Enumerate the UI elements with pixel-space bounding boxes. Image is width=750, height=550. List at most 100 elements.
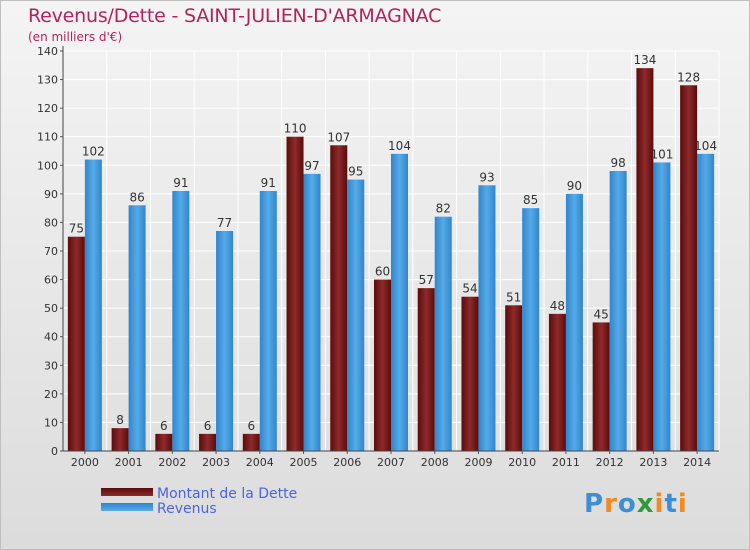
data-label-revenue: 104 bbox=[388, 139, 411, 153]
axes: 0 10 20 30 40 50 60 70 80 90 100 110 120 130 140 2000 20… bbox=[37, 45, 719, 469]
bar-revenue bbox=[653, 162, 671, 451]
chart-title: Revenus/Dette - SAINT-JULIEN-D'ARMAGNAC bbox=[28, 5, 442, 27]
y-tick-label: 130 bbox=[37, 74, 58, 87]
x-tick-label: 2005 bbox=[290, 456, 318, 469]
bar-debt bbox=[199, 433, 217, 451]
y-tick-label: 40 bbox=[44, 331, 58, 344]
data-label-debt: 107 bbox=[327, 130, 350, 144]
bar-revenue bbox=[391, 153, 408, 451]
data-label-debt: 57 bbox=[419, 273, 434, 287]
bar-debt bbox=[242, 433, 260, 451]
bar-revenue bbox=[172, 191, 190, 451]
x-tick-label: 2006 bbox=[333, 456, 361, 469]
y-tick-label: 60 bbox=[44, 274, 58, 287]
logo-letter: P bbox=[584, 489, 605, 519]
data-label-debt: 6 bbox=[160, 419, 168, 433]
x-tick-label: 2013 bbox=[639, 456, 667, 469]
bar-revenue bbox=[609, 171, 627, 451]
x-tick-label: 2014 bbox=[683, 456, 711, 469]
legend-swatch-debt bbox=[101, 488, 153, 496]
data-label-revenue: 101 bbox=[650, 147, 673, 161]
chart-subtitle: (en milliers d'€) bbox=[28, 30, 123, 44]
data-label-revenue: 86 bbox=[129, 190, 144, 204]
x-tick-label: 2011 bbox=[552, 456, 580, 469]
y-tick-label: 80 bbox=[44, 216, 58, 229]
bar-revenue bbox=[216, 231, 234, 451]
data-label-debt: 51 bbox=[506, 290, 521, 304]
x-tick-label: 2002 bbox=[158, 456, 186, 469]
logo-letter: t bbox=[664, 489, 678, 519]
data-label-debt: 48 bbox=[550, 299, 565, 313]
data-label-revenue: 90 bbox=[567, 179, 582, 193]
logo-letter: r bbox=[604, 489, 618, 519]
data-label-revenue: 104 bbox=[694, 139, 717, 153]
y-tick-label: 70 bbox=[44, 245, 58, 258]
bar-revenue bbox=[697, 153, 715, 451]
x-tick-label: 2003 bbox=[202, 456, 230, 469]
bar-debt bbox=[548, 313, 566, 451]
data-label-revenue: 93 bbox=[479, 170, 494, 184]
bar-revenue bbox=[565, 193, 583, 451]
data-label-revenue: 91 bbox=[261, 176, 276, 190]
data-label-debt: 6 bbox=[247, 419, 255, 433]
data-labels: 75 102 8 86 6 91 6 77 6 91 110 97 107 95 60 104 57 82 54 93… bbox=[69, 53, 717, 433]
y-tick-label: 140 bbox=[37, 45, 58, 58]
bar-debt bbox=[111, 428, 129, 451]
y-tick-label: 120 bbox=[37, 102, 58, 115]
legend-swatch-revenue bbox=[101, 503, 153, 511]
x-tick-label: 2000 bbox=[71, 456, 99, 469]
data-label-debt: 110 bbox=[284, 122, 307, 136]
bar-debt bbox=[374, 279, 391, 451]
bar-revenue bbox=[303, 173, 321, 451]
data-label-debt: 60 bbox=[375, 265, 390, 279]
bar-debt bbox=[67, 236, 85, 451]
x-tick-label: 2012 bbox=[596, 456, 624, 469]
bar-debt bbox=[636, 68, 654, 452]
bar-debt bbox=[155, 433, 173, 451]
y-tick-label: 90 bbox=[44, 188, 58, 201]
y-tick-label: 110 bbox=[37, 131, 58, 144]
x-tick-label: 2001 bbox=[115, 456, 143, 469]
bar-revenue bbox=[478, 185, 496, 452]
bar-debt bbox=[417, 288, 435, 451]
bar-debt bbox=[330, 145, 348, 452]
data-label-revenue: 77 bbox=[217, 216, 232, 230]
data-label-revenue: 82 bbox=[436, 202, 451, 216]
data-label-revenue: 102 bbox=[82, 145, 105, 159]
logo-letter: x bbox=[636, 489, 655, 519]
x-tick-label: 2008 bbox=[421, 456, 449, 469]
data-label-debt: 134 bbox=[633, 53, 656, 67]
logo-letter: i bbox=[654, 489, 665, 519]
y-tick-label: 100 bbox=[37, 159, 58, 172]
legend-label-debt: Montant de la Dette bbox=[157, 486, 298, 502]
bar-revenue bbox=[259, 191, 277, 451]
bar-debt bbox=[592, 322, 610, 451]
data-label-debt: 75 bbox=[69, 222, 84, 236]
legend-label-revenue: Revenus bbox=[157, 501, 217, 517]
y-tick-label: 50 bbox=[44, 302, 58, 315]
proxiti-logo: Proxiti bbox=[584, 489, 688, 519]
x-tick-label: 2004 bbox=[246, 456, 274, 469]
data-label-revenue: 95 bbox=[348, 165, 363, 179]
bars bbox=[67, 68, 715, 452]
y-tick-label: 0 bbox=[51, 445, 58, 458]
bar-debt bbox=[286, 136, 304, 451]
bar-revenue bbox=[522, 208, 540, 451]
data-label-revenue: 91 bbox=[173, 176, 188, 190]
bar-debt bbox=[505, 305, 523, 451]
logo-letter: o bbox=[617, 489, 637, 519]
logo-letter: i bbox=[677, 489, 688, 519]
x-tick-label: 2009 bbox=[464, 456, 492, 469]
data-label-revenue: 85 bbox=[523, 193, 538, 207]
data-label-debt: 128 bbox=[677, 70, 700, 84]
y-tick-label: 10 bbox=[44, 416, 58, 429]
y-tick-label: 20 bbox=[44, 388, 58, 401]
data-label-revenue: 98 bbox=[611, 156, 626, 170]
bar-revenue bbox=[434, 216, 452, 451]
bar-revenue bbox=[347, 179, 365, 452]
data-label-debt: 54 bbox=[462, 282, 477, 296]
x-tick-label: 2010 bbox=[508, 456, 536, 469]
data-label-debt: 6 bbox=[204, 419, 212, 433]
bar-debt bbox=[680, 85, 698, 452]
